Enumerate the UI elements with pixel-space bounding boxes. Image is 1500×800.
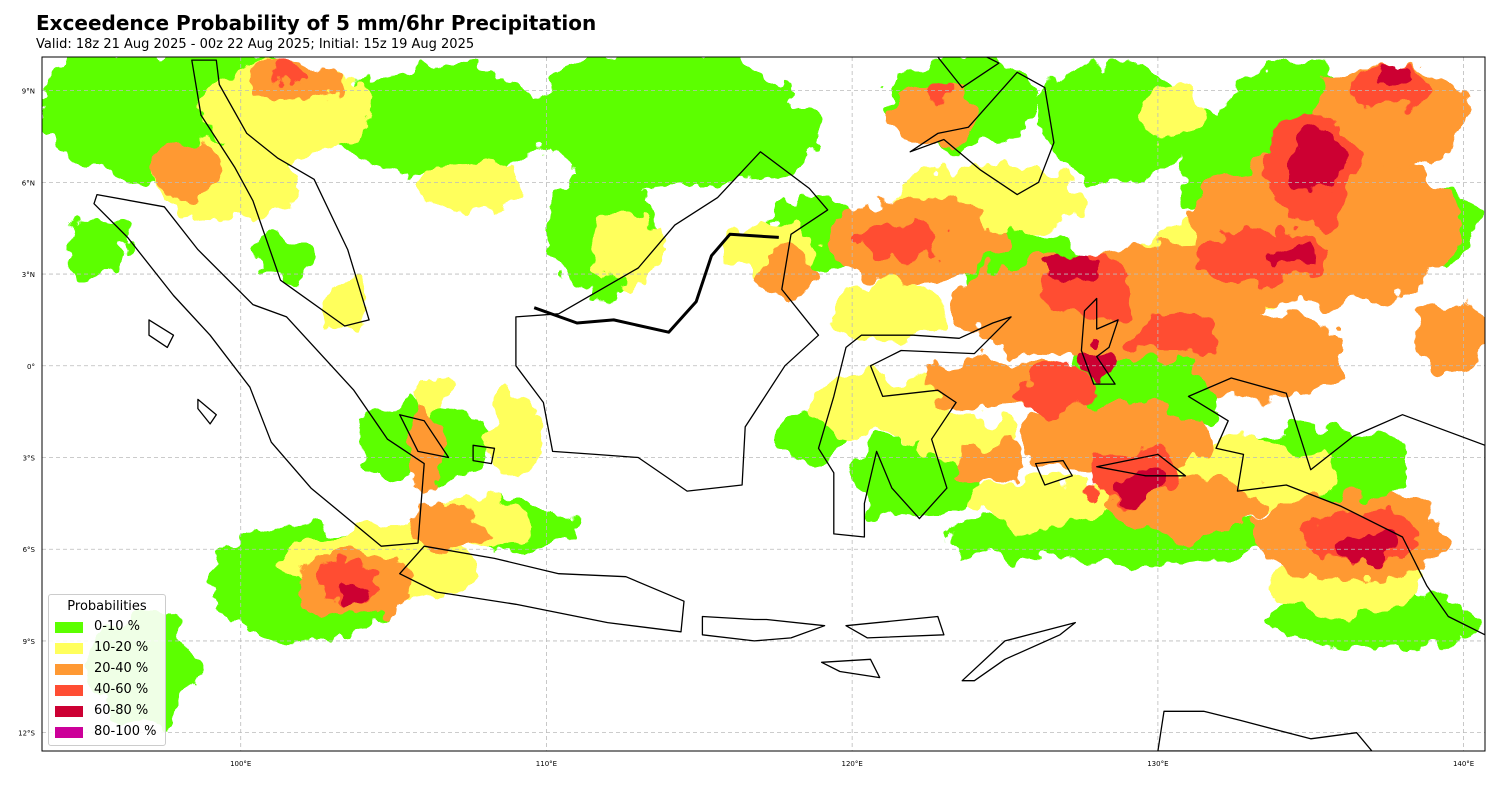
probability-area bbox=[1292, 133, 1342, 195]
legend-label: 20-40 % bbox=[94, 661, 149, 676]
probability-area bbox=[861, 219, 941, 262]
lon-tick-label: 140°E bbox=[1453, 760, 1474, 768]
probability-area bbox=[268, 60, 312, 85]
legend-title: Probabilities bbox=[67, 599, 147, 614]
sumatra-coast bbox=[93, 193, 425, 547]
halmahera-coast bbox=[1080, 297, 1119, 385]
buru-coast bbox=[1034, 459, 1073, 486]
probability-area bbox=[922, 81, 954, 106]
probability-area bbox=[885, 84, 984, 146]
seram-coast bbox=[1096, 453, 1187, 477]
lat-tick-label: 9°N bbox=[22, 88, 35, 96]
probability-area bbox=[1274, 243, 1317, 268]
probability-area bbox=[1335, 527, 1397, 565]
probability-area bbox=[684, 84, 819, 183]
probability-area bbox=[1371, 60, 1409, 85]
lat-tick-label: 6°N bbox=[22, 179, 35, 187]
visayas-coast bbox=[937, 57, 1000, 89]
probability-area bbox=[488, 396, 544, 476]
probability-area bbox=[63, 219, 131, 281]
map-subtitle: Valid: 18z 21 Aug 2025 - 00z 22 Aug 2025… bbox=[36, 37, 475, 52]
probability-fields bbox=[42, 57, 1485, 727]
australia-coast bbox=[1157, 710, 1373, 751]
probability-area bbox=[949, 445, 1024, 482]
siberut-coast bbox=[197, 398, 217, 425]
probability-area bbox=[1078, 344, 1116, 375]
legend-swatch bbox=[55, 664, 83, 675]
legend: Probabilities 0-10 % 10-20 % 20-40 % 40-… bbox=[48, 594, 166, 746]
java-coast bbox=[399, 545, 685, 633]
probability-area bbox=[968, 478, 1116, 528]
probability-area bbox=[408, 405, 440, 504]
legend-swatch bbox=[55, 622, 83, 633]
probability-area bbox=[833, 280, 944, 342]
lesser-sunda-1-coast bbox=[701, 615, 826, 642]
probability-area bbox=[1136, 87, 1210, 137]
legend-label: 10-20 % bbox=[94, 640, 149, 655]
map-frame bbox=[41, 56, 1486, 752]
timor-coast bbox=[961, 621, 1076, 682]
probability-area bbox=[809, 374, 957, 437]
lat-tick-label: 6°S bbox=[23, 546, 36, 554]
probability-area bbox=[338, 579, 370, 605]
legend-swatch bbox=[55, 727, 83, 738]
borneo-border-line bbox=[533, 232, 779, 334]
borneo-coast bbox=[515, 151, 829, 492]
lesser-sunda-2-coast bbox=[845, 615, 945, 639]
lat-tick-label: 0° bbox=[27, 363, 35, 371]
probability-area bbox=[1133, 313, 1220, 357]
axis-ticks: 100°E 110°E 120°E 130°E 140°E 9°N 6°N 3°N 0° 3°S 6… bbox=[18, 88, 1474, 768]
malay-peninsula-coast bbox=[191, 59, 370, 327]
legend-label: 0-10 % bbox=[94, 619, 140, 634]
probability-area bbox=[414, 160, 526, 210]
probability-area bbox=[155, 139, 217, 201]
probability-area bbox=[42, 57, 149, 143]
probability-area bbox=[1414, 298, 1485, 372]
probability-area bbox=[332, 66, 553, 177]
probability-area bbox=[1197, 228, 1333, 284]
legend-swatch bbox=[55, 706, 83, 717]
probability-area bbox=[402, 506, 489, 556]
new-guinea-coast bbox=[1187, 377, 1485, 636]
nias-coast bbox=[148, 319, 175, 349]
legend-swatch bbox=[55, 685, 83, 696]
legend-label: 60-80 % bbox=[94, 703, 149, 718]
lat-tick-label: 9°S bbox=[23, 638, 36, 646]
lon-tick-label: 130°E bbox=[1147, 760, 1168, 768]
sulawesi-coast bbox=[817, 316, 1012, 538]
probability-area bbox=[1017, 365, 1097, 415]
legend-swatch bbox=[55, 643, 83, 654]
legend-label: 40-60 % bbox=[94, 682, 149, 697]
bangka-coast bbox=[399, 414, 450, 459]
gridlines bbox=[42, 57, 1485, 751]
lat-tick-label: 3°N bbox=[22, 271, 35, 279]
sumba-coast bbox=[820, 658, 881, 679]
probability-area bbox=[589, 212, 663, 287]
probability-area bbox=[256, 234, 318, 284]
lon-tick-label: 100°E bbox=[230, 760, 251, 768]
mindanao-coast bbox=[909, 71, 1055, 196]
lon-tick-label: 120°E bbox=[842, 760, 863, 768]
lon-tick-label: 110°E bbox=[536, 760, 557, 768]
legend-label: 80-100 % bbox=[94, 724, 157, 739]
probability-area bbox=[1188, 313, 1348, 400]
probability-area bbox=[320, 283, 370, 327]
probability-area bbox=[1112, 469, 1168, 501]
coastlines bbox=[93, 57, 1485, 751]
map-title: Exceedence Probability of 5 mm/6hr Preci… bbox=[36, 11, 597, 35]
belitung-coast bbox=[472, 444, 496, 465]
lat-tick-label: 3°S bbox=[23, 455, 36, 463]
lat-tick-label: 12°S bbox=[18, 730, 35, 738]
probability-area bbox=[1047, 249, 1091, 281]
